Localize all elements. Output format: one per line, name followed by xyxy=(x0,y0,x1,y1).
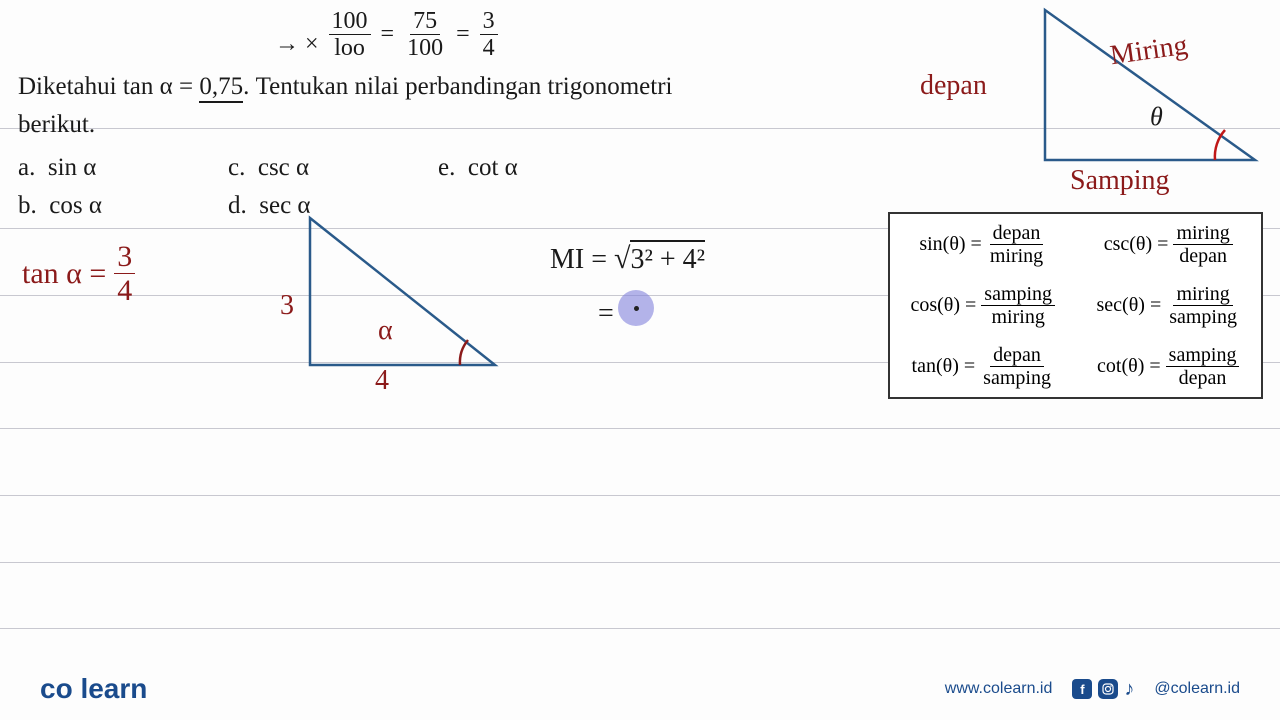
mi-line1: MI = √3² + 4² xyxy=(550,242,705,276)
small-side-3: 3 xyxy=(280,290,294,322)
formula-box: sin(θ) = depanmiring csc(θ) = miringdepa… xyxy=(888,212,1263,399)
label-theta: θ xyxy=(1150,102,1163,132)
formula-sin: sin(θ) = depanmiring xyxy=(890,214,1076,275)
tiktok-icon: ♪ xyxy=(1124,678,1134,701)
instagram-icon xyxy=(1098,679,1118,699)
formula-tan: tan(θ) = depansamping xyxy=(890,336,1076,397)
question-block: Diketahui tan α = 0,75. Tentukan nilai p… xyxy=(18,68,672,224)
formula-csc: csc(θ) = miringdepan xyxy=(1076,214,1262,275)
small-angle-alpha: α xyxy=(378,315,393,347)
label-depan: depan xyxy=(920,70,987,102)
formula-cot: cot(θ) = sampingdepan xyxy=(1076,336,1262,397)
tan-eq-handwriting: tan α = 3 4 xyxy=(22,240,135,307)
question-line1: Diketahui tan α = 0,75. Tentukan nilai p… xyxy=(18,68,672,106)
footer-url: www.colearn.id xyxy=(945,680,1053,698)
formula-cos: cos(θ) = sampingmiring xyxy=(890,275,1076,336)
question-line2: berikut. xyxy=(18,106,672,144)
pointer-cursor xyxy=(618,290,654,326)
social-icons: f ♪ xyxy=(1072,678,1134,701)
footer: co learn www.colearn.id f ♪ @colearn.id xyxy=(0,673,1280,705)
frac-3-4: 3 4 xyxy=(480,8,498,62)
label-samping: Samping xyxy=(1070,165,1170,197)
tan-value: 0,75 xyxy=(199,73,243,103)
footer-handle: @colearn.id xyxy=(1154,680,1240,698)
question-items-row2: b. cos α d. sec α xyxy=(18,187,672,225)
brand-logo: co learn xyxy=(40,673,147,705)
frac-100-loo: 100 loo xyxy=(329,8,371,62)
top-fraction-annotation: → × 100 loo = 75 100 = 3 4 xyxy=(275,8,498,62)
formula-sec: sec(θ) = miringsamping xyxy=(1076,275,1262,336)
arrow-x: → × xyxy=(275,31,319,58)
frac-75-100: 75 100 xyxy=(404,8,446,62)
question-items-row1: a. sin α c. csc α e. cot α xyxy=(18,149,672,187)
facebook-icon: f xyxy=(1072,679,1092,699)
mi-line2-eq: = xyxy=(598,298,614,330)
small-side-4: 4 xyxy=(375,365,389,397)
